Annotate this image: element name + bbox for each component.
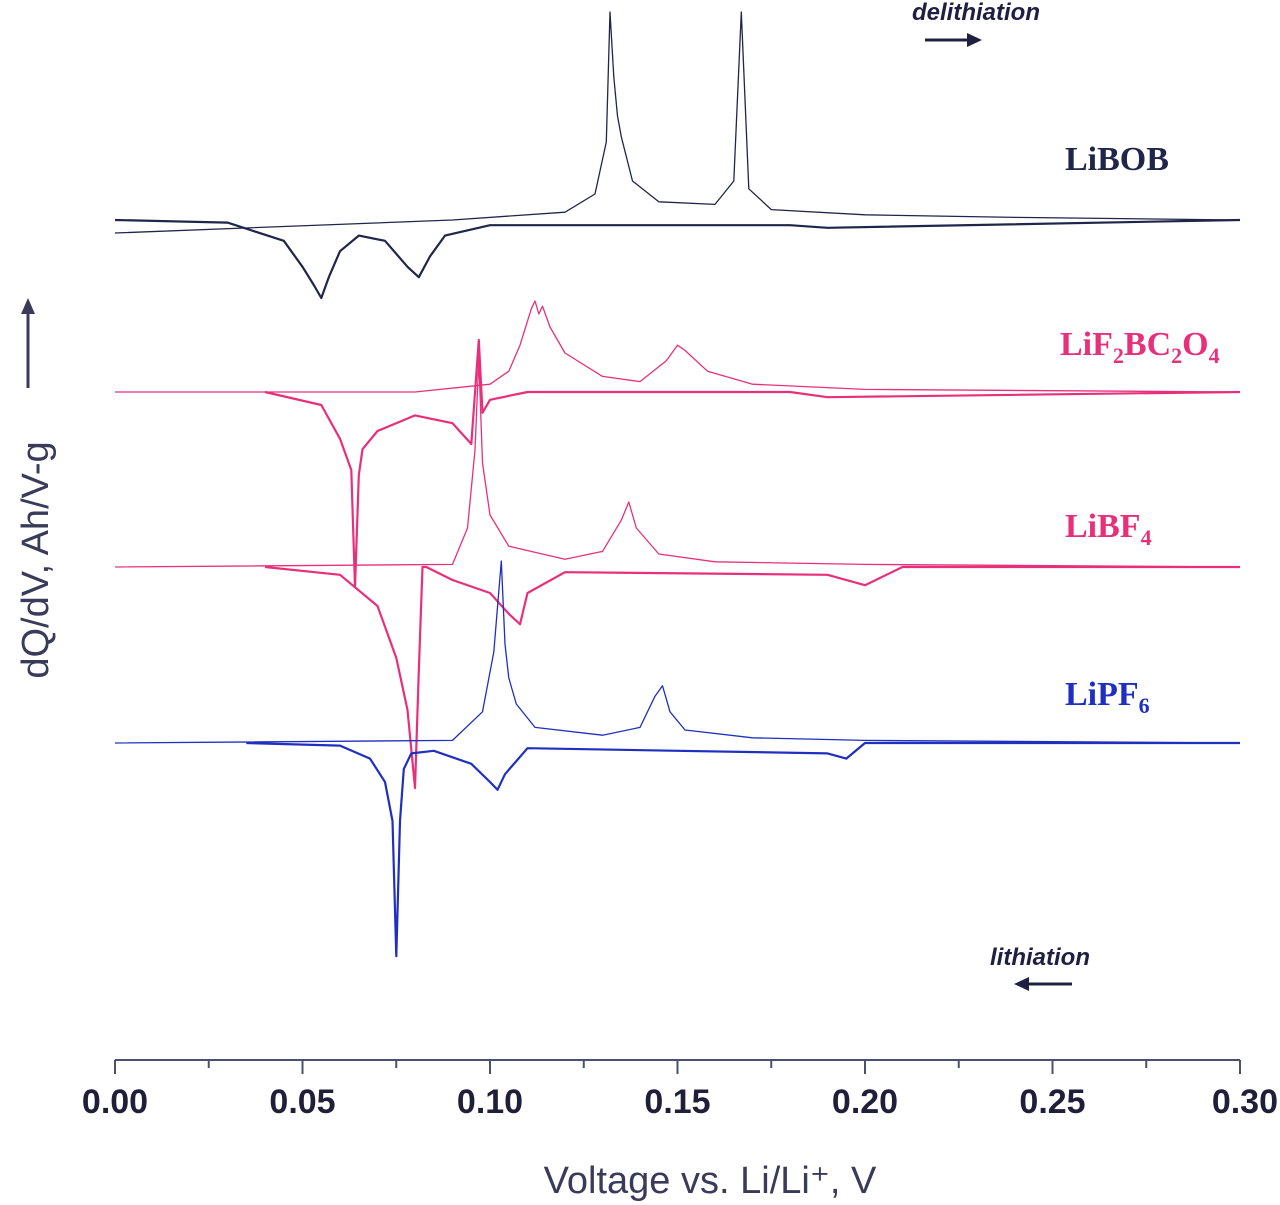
- x-tick-label: 0.00: [82, 1083, 148, 1121]
- left-arrow-icon: [1014, 977, 1072, 991]
- lithiation-curve-lipf6: [246, 741, 1240, 958]
- lithiation-curve-libf4: [264, 565, 1240, 790]
- x-tick-label: 0.20: [832, 1083, 898, 1121]
- delithiation-annotation: delithiation: [912, 0, 1040, 47]
- series-group: [114, 11, 1241, 958]
- delithiation-curve-libf4: [114, 358, 1241, 568]
- x-tick-label: 0.05: [269, 1083, 335, 1121]
- delithiation-label: delithiation: [912, 0, 1040, 26]
- x-tick-label: 0.10: [457, 1083, 523, 1121]
- x-axis-title: Voltage vs. Li/Li⁺, V: [544, 1160, 877, 1202]
- series-lipf6: [114, 560, 1241, 958]
- x-axis: 0.00 0.05 0.10 0.15 0.20 0.25 0.30: [82, 1059, 1278, 1121]
- series-label-libob: LiBOB: [1065, 141, 1169, 178]
- lithiation-curve-lif2bc2o4: [264, 338, 1241, 589]
- series-label-libf4: LiBF4: [1065, 508, 1152, 550]
- delithiation-curve-libob: [114, 11, 1241, 234]
- delithiation-curve-lif2bc2o4: [115, 300, 1241, 393]
- series-libob: [114, 11, 1241, 300]
- lithiation-curve-libob: [114, 218, 1241, 300]
- series-lif2bc2o4: [115, 300, 1241, 589]
- series-libf4: [114, 358, 1241, 790]
- y-axis-arrow: [21, 298, 35, 388]
- series-label-lif2bc2o4: LiF2BC2O4: [1060, 326, 1220, 368]
- x-tick-label: 0.15: [644, 1083, 710, 1121]
- right-arrow-icon: [925, 33, 982, 47]
- series-label-lipf6: LiPF6: [1065, 676, 1150, 718]
- x-tick-label: 0.30: [1212, 1083, 1278, 1121]
- lithiation-label: lithiation: [990, 944, 1090, 971]
- lithiation-annotation: lithiation: [990, 944, 1090, 991]
- delithiation-curve-lipf6: [114, 560, 1241, 744]
- series-labels: LiBOB LiF2BC2O4 LiBF4 LiPF6: [1060, 141, 1220, 718]
- x-tick-label: 0.25: [1019, 1083, 1085, 1121]
- y-axis-title: dQ/dV, Ah/V-g: [15, 441, 57, 678]
